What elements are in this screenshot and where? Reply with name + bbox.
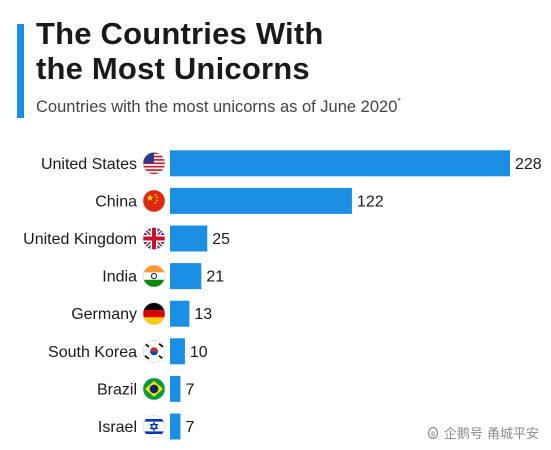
category-label: United Kingdom <box>23 231 137 248</box>
penguin-icon <box>427 426 439 439</box>
category-label: Brazil <box>97 381 137 398</box>
bar <box>170 375 181 402</box>
title-line-2: the Most Unicorns <box>36 51 310 86</box>
chart-title: The Countries With the Most Unicorns <box>36 16 323 86</box>
bar <box>170 225 208 252</box>
subtitle-text: Countries with the most unicorns as of J… <box>36 98 398 116</box>
bar <box>170 187 352 214</box>
category-label: South Korea <box>48 344 137 361</box>
bar <box>170 413 181 440</box>
category-label: United States <box>41 156 137 173</box>
title-accent-bar <box>17 24 24 118</box>
uk-flag-icon <box>142 227 166 250</box>
title-line-1: The Countries With <box>36 16 324 51</box>
watermark-text: 企鹅号 甬城平安 <box>443 427 539 442</box>
chart-subtitle: Countries with the most unicorns as of J… <box>36 96 401 117</box>
south-korea-flag-icon <box>142 339 166 363</box>
subtitle-footnote-mark: * <box>397 96 401 106</box>
bar <box>170 300 190 327</box>
germany-flag-icon <box>142 302 166 326</box>
value-label: 10 <box>190 344 208 361</box>
category-label: India <box>102 269 137 286</box>
value-label: 25 <box>212 231 230 248</box>
watermark: 企鹅号 甬城平安 <box>426 423 539 442</box>
category-label: China <box>95 193 137 210</box>
bar <box>170 338 185 365</box>
value-label: 21 <box>206 269 224 286</box>
us-flag-icon <box>142 152 166 175</box>
value-label: 122 <box>357 193 384 210</box>
bar <box>170 150 510 177</box>
category-label: Germany <box>71 306 137 323</box>
value-label: 7 <box>185 381 194 398</box>
brazil-flag-icon <box>142 377 166 401</box>
value-label: 13 <box>194 306 212 323</box>
india-flag-icon <box>142 264 166 288</box>
china-flag-icon <box>142 189 166 213</box>
value-label: 7 <box>185 419 194 436</box>
value-label: 228 <box>515 156 542 173</box>
israel-flag-icon <box>142 415 166 438</box>
bar <box>170 263 202 290</box>
category-label: Israel <box>98 419 137 436</box>
